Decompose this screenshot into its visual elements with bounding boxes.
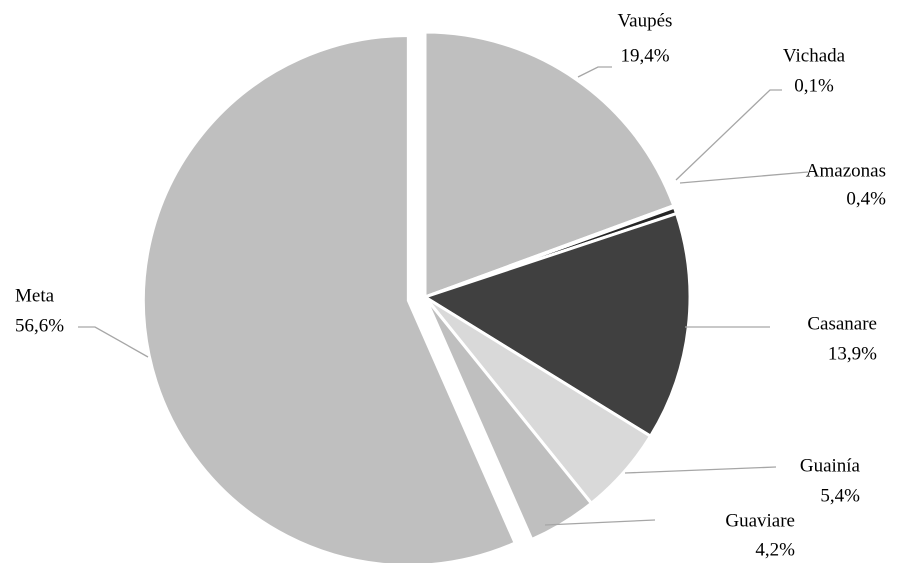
slice-label-value: 0,4% [846,188,886,209]
slice-label-value: 56,6% [15,315,64,336]
slice-label-name: Vaupés [618,10,673,31]
slice-label-name: Amazonas [806,160,886,181]
slice-label-value: 19,4% [620,45,669,66]
slice-label-name: Meta [15,285,55,306]
leader-line [624,466,777,474]
slice-label-name: Vichada [783,45,846,66]
slice-label-value: 0,1% [794,75,834,96]
leader-line [544,519,656,526]
slice-label-name: Casanare [807,313,877,334]
slice-label-name: Guaviare [725,510,795,531]
pie-slice [423,296,594,542]
leader-line [577,66,612,78]
leader-line [679,171,809,184]
slice-label-value: 13,9% [828,343,877,364]
slice-label-value: 5,4% [820,485,860,506]
slice-label-name: Guainía [800,455,861,476]
leader-line [675,89,782,181]
leader-line [78,326,149,358]
pie-slice [141,33,518,563]
slice-label-value: 4,2% [755,539,795,560]
pie-slice [421,211,692,439]
pie-slice [423,30,676,300]
